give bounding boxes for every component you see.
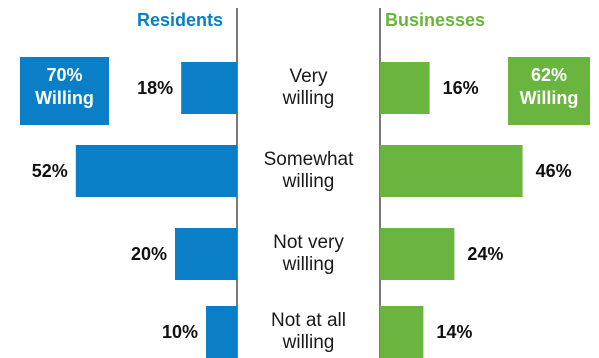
businesses-value-label: 46% <box>536 161 572 181</box>
summary-badges: 70% Willing 62% Willing <box>20 57 590 125</box>
businesses-value-label: 16% <box>443 78 479 98</box>
businesses-willing-badge-box <box>508 57 590 125</box>
businesses-value-label: 24% <box>467 244 503 264</box>
residents-willing-badge: 70% Willing <box>20 57 109 125</box>
residents-willing-badge-box <box>20 57 109 125</box>
businesses-bar <box>380 228 455 280</box>
residents-bar <box>206 306 237 358</box>
residents-willing-badge-text: 70% <box>46 65 82 85</box>
businesses-bar <box>380 62 430 114</box>
bars <box>75 62 523 358</box>
value-labels: 18% 16% 52% 46% 20% 24% 10% 14% <box>32 78 572 342</box>
businesses-willing-badge-text: Willing <box>520 88 579 108</box>
category-label: willing <box>282 171 335 192</box>
businesses-willing-badge-text: 62% <box>531 65 567 85</box>
businesses-value-label: 14% <box>436 322 472 342</box>
category-label: willing <box>282 332 335 353</box>
residents-bar <box>75 145 237 197</box>
category-label: willing <box>282 88 335 109</box>
residents-bar <box>175 228 237 280</box>
residents-value-label: 52% <box>32 161 68 181</box>
residents-value-label: 20% <box>131 244 167 264</box>
residents-header: Residents <box>137 10 223 30</box>
businesses-bar <box>380 306 424 358</box>
residents-bar <box>181 62 237 114</box>
businesses-header: Businesses <box>385 10 485 30</box>
category-label: willing <box>282 254 335 275</box>
residents-willing-badge-text: Willing <box>35 88 94 108</box>
category-label: Not at all <box>271 310 346 331</box>
businesses-bar <box>380 145 523 197</box>
category-label: Somewhat <box>264 149 354 170</box>
category-label: Very <box>289 66 328 87</box>
residents-value-label: 18% <box>137 78 173 98</box>
residents-value-label: 10% <box>162 322 198 342</box>
series-headers: Residents Businesses <box>137 10 485 30</box>
category-label: Not very <box>273 232 344 253</box>
businesses-willing-badge: 62% Willing <box>508 57 590 125</box>
